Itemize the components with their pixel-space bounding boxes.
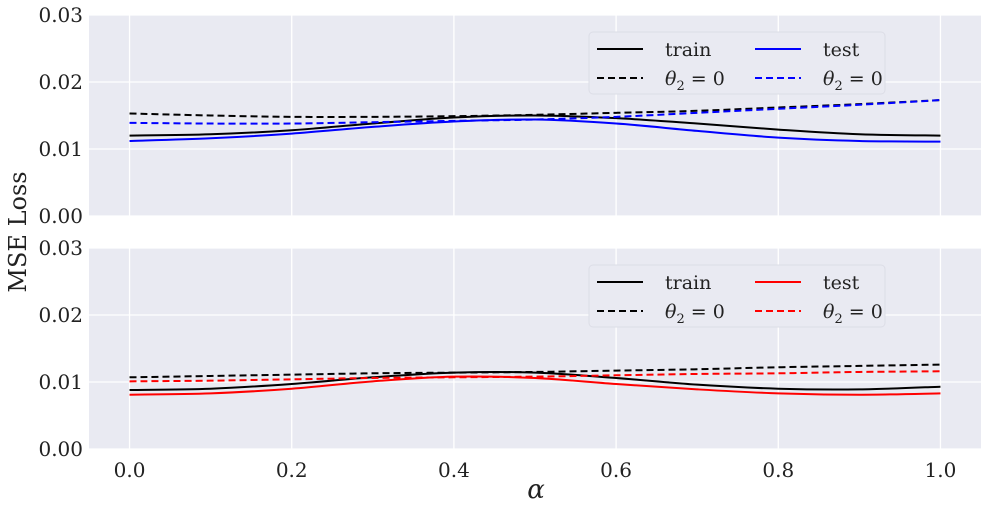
chart-2-y-tick-label-2: 0.02 — [38, 303, 83, 327]
chart-2-series-2-line — [129, 375, 941, 396]
chart-1-y-tick-label-0: 0.00 — [38, 204, 83, 228]
chart-2-legend-label-0: train — [665, 272, 711, 294]
chart-2-legend-label-2: test — [823, 272, 860, 294]
chart-1-y-tick-label-2: 0.02 — [38, 70, 83, 94]
chart-1-series-0-line — [129, 114, 941, 137]
chart-2-series-1-line — [129, 363, 941, 379]
chart-2-series-3-line — [129, 370, 941, 383]
chart-1-legend-label-0: train — [665, 39, 711, 61]
chart-2-legend-label-3: θ2 = 0 — [823, 301, 883, 327]
chart-2-x-tick-label-3: 0.6 — [600, 458, 632, 482]
chart-1-legend-label-1: θ2 = 0 — [665, 68, 725, 94]
chart-2-y-tick-label-3: 0.03 — [38, 236, 83, 260]
chart-2-x-tick-label-0: 0.0 — [114, 458, 146, 482]
chart-1-legend: train θ2 = 0 test θ2 = 0 — [588, 31, 886, 95]
chart-2-x-tick-label-4: 0.8 — [762, 458, 794, 482]
chart-2-x-tick-label-1: 0.2 — [276, 458, 308, 482]
chart-1-series-2-line — [129, 118, 941, 143]
chart-1-series-1-line — [129, 99, 941, 118]
chart-2-x-tick-label-2: 0.4 — [438, 458, 470, 482]
chart-2-legend-label-1: θ2 = 0 — [665, 301, 725, 327]
chart-2-x-tick-label-5: 1.0 — [925, 458, 957, 482]
chart-2-y-tick-label-1: 0.01 — [38, 370, 83, 394]
chart-2-legend: train θ2 = 0 test θ2 = 0 — [588, 264, 886, 328]
chart-1-y-tick-label-1: 0.01 — [38, 137, 83, 161]
top-panel: 0.00 0.01 0.02 0.03 train θ2 = 0 test θ2 = 0 — [38, 3, 981, 228]
chart-1-legend-frame — [588, 31, 886, 95]
chart-1-legend-label-2: test — [823, 39, 860, 61]
x-axis-label: α — [527, 475, 545, 505]
chart-1-legend-label-3: θ2 = 0 — [823, 68, 883, 94]
chart-2-y-tick-label-0: 0.00 — [38, 437, 83, 461]
bottom-panel: 0.00 0.01 0.02 0.03 0.0 0.2 0.4 0.6 0.8 1.0 train θ… — [38, 236, 981, 482]
chart-2-series-0-line — [129, 370, 941, 392]
chart-1-y-tick-label-3: 0.03 — [38, 3, 83, 27]
chart-1-series-3-line — [129, 99, 941, 125]
chart-2-legend-frame — [588, 264, 886, 328]
y-axis-label: MSE Loss — [4, 171, 32, 292]
